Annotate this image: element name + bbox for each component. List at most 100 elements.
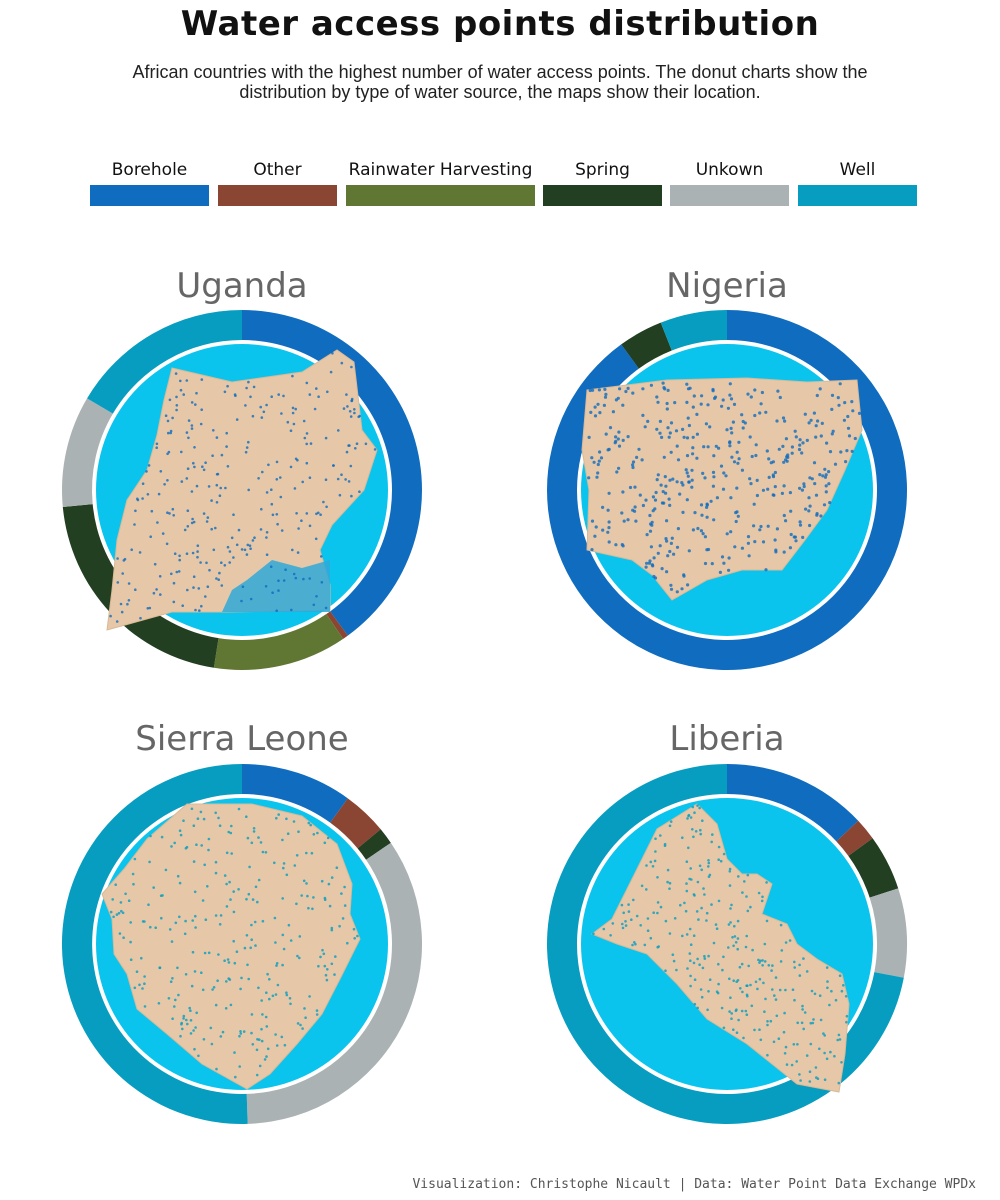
water-point: [757, 891, 761, 895]
water-point: [649, 936, 653, 940]
water-point: [746, 392, 750, 396]
water-point: [759, 402, 763, 406]
water-point: [847, 434, 852, 438]
water-point: [225, 905, 229, 908]
water-point: [621, 544, 625, 548]
water-point: [788, 491, 792, 495]
water-point: [842, 984, 845, 987]
water-point: [170, 940, 174, 943]
water-point: [307, 906, 310, 910]
water-point: [180, 480, 184, 483]
donut-segment-well: [87, 310, 242, 414]
water-point: [748, 477, 752, 481]
water-point: [250, 938, 253, 941]
water-point: [138, 983, 141, 987]
water-point: [204, 461, 207, 464]
water-point: [656, 901, 660, 904]
water-point: [682, 574, 686, 578]
water-point: [265, 553, 269, 556]
water-point: [645, 864, 648, 867]
water-point: [685, 889, 689, 893]
water-point: [681, 427, 685, 431]
water-point: [261, 470, 264, 474]
water-point: [312, 896, 315, 899]
water-point: [669, 587, 674, 591]
water-point: [305, 381, 309, 385]
water-point: [282, 947, 286, 951]
water-point: [761, 540, 766, 544]
water-point: [700, 868, 703, 872]
water-point: [648, 513, 652, 518]
water-point: [259, 841, 263, 844]
water-point: [223, 874, 227, 877]
water-point: [690, 478, 694, 482]
water-point: [133, 523, 136, 526]
water-point: [796, 1021, 799, 1025]
water-point: [668, 431, 672, 435]
water-point: [258, 1064, 262, 1068]
water-point: [644, 565, 648, 569]
water-point: [354, 447, 357, 450]
water-point: [285, 991, 288, 994]
water-point: [798, 443, 802, 447]
water-point: [664, 537, 668, 541]
water-point: [187, 436, 190, 440]
chart-subtitle: African countries with the highest numbe…: [132, 62, 868, 102]
water-point: [728, 884, 732, 887]
water-point: [171, 1017, 174, 1020]
water-point: [178, 829, 182, 832]
water-point: [717, 899, 721, 903]
water-point: [247, 488, 250, 492]
water-point: [759, 524, 763, 529]
water-point: [701, 819, 704, 822]
water-point: [809, 418, 813, 422]
water-point: [705, 503, 709, 507]
water-point: [651, 495, 655, 499]
water-point: [731, 936, 734, 939]
water-point: [171, 977, 174, 980]
water-point: [597, 388, 601, 392]
water-point: [282, 579, 286, 582]
water-point: [702, 887, 705, 890]
water-point: [798, 1073, 801, 1076]
water-point: [259, 405, 262, 409]
water-point: [262, 410, 266, 414]
country-map: [101, 803, 361, 1090]
water-point: [152, 886, 155, 889]
water-point: [306, 894, 309, 898]
country-title: Uganda: [176, 266, 307, 306]
water-point: [274, 941, 277, 944]
water-point: [777, 1037, 781, 1040]
legend-label: Other: [253, 160, 302, 180]
legend-label: Borehole: [111, 160, 188, 180]
water-point: [793, 966, 796, 969]
water-point: [111, 898, 114, 901]
water-point: [703, 893, 706, 896]
water-point: [218, 824, 222, 827]
legend-swatch: [90, 185, 209, 206]
water-point: [779, 960, 783, 963]
water-point: [689, 867, 692, 870]
water-point: [801, 1004, 804, 1008]
water-point: [160, 835, 164, 839]
water-point: [754, 443, 758, 447]
water-point: [729, 907, 732, 910]
water-point: [654, 837, 657, 840]
water-point: [313, 407, 317, 411]
water-point: [766, 487, 770, 491]
water-point: [681, 510, 685, 514]
water-point: [147, 464, 151, 467]
water-point: [237, 807, 241, 811]
water-point: [626, 386, 630, 390]
water-point: [157, 492, 161, 496]
water-point: [686, 817, 689, 820]
water-point: [347, 480, 351, 483]
water-point: [235, 543, 239, 547]
water-point: [659, 483, 663, 487]
water-point: [812, 1018, 815, 1021]
water-point: [255, 1073, 259, 1077]
water-point: [294, 457, 298, 461]
water-point: [752, 524, 756, 528]
water-point: [694, 830, 698, 833]
water-point: [127, 582, 131, 585]
